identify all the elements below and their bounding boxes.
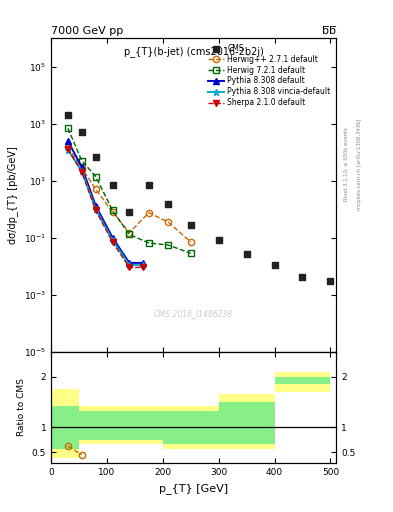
Text: CMS:2016_I1486238: CMS:2016_I1486238: [154, 309, 233, 318]
Herwig 7.2.1 default: [188, 250, 193, 257]
Sherpa 2.1.0 default: [79, 169, 84, 175]
Sherpa 2.1.0 default: [127, 264, 132, 270]
CMS: [109, 181, 116, 189]
Text: mcplots.cern.ch [arXiv:1306.3436]: mcplots.cern.ch [arXiv:1306.3436]: [357, 118, 362, 209]
Line: Herwig++ 2.7.1 default: Herwig++ 2.7.1 default: [65, 144, 194, 245]
Pythia 8.308 default: [110, 234, 115, 241]
CMS: [93, 153, 99, 161]
CMS: [272, 261, 278, 269]
Pythia 8.308 vincia-default: [94, 206, 98, 212]
Sherpa 2.1.0 default: [141, 264, 146, 270]
Herwig 7.2.1 default: [79, 158, 84, 164]
Herwig++ 2.7.1 default: [166, 219, 171, 225]
CMS: [244, 250, 250, 258]
CMS: [187, 221, 194, 229]
CMS: [126, 208, 132, 216]
Pythia 8.308 default: [127, 260, 132, 266]
Line: Pythia 8.308 default: Pythia 8.308 default: [64, 137, 147, 266]
Pythia 8.308 default: [66, 138, 70, 144]
Y-axis label: dσ/dp_{T} [pb/GeV]: dσ/dp_{T} [pb/GeV]: [7, 146, 18, 244]
CMS: [79, 129, 85, 137]
Sherpa 2.1.0 default: [110, 239, 115, 245]
Text: b̅b̅: b̅b̅: [322, 26, 336, 36]
Pythia 8.308 vincia-default: [127, 262, 132, 268]
CMS: [299, 273, 306, 282]
Pythia 8.308 vincia-default: [110, 238, 115, 244]
Herwig++ 2.7.1 default: [127, 229, 132, 236]
CMS: [327, 277, 334, 285]
Herwig++ 2.7.1 default: [94, 186, 98, 193]
Herwig 7.2.1 default: [110, 207, 115, 214]
Pythia 8.308 vincia-default: [66, 147, 70, 153]
Y-axis label: Ratio to CMS: Ratio to CMS: [17, 378, 26, 436]
Pythia 8.308 vincia-default: [141, 262, 146, 268]
Herwig++ 2.7.1 default: [147, 210, 151, 216]
Herwig++ 2.7.1 default: [188, 239, 193, 245]
Herwig++ 2.7.1 default: [79, 165, 84, 171]
Line: Sherpa 2.1.0 default: Sherpa 2.1.0 default: [65, 146, 147, 270]
Herwig 7.2.1 default: [94, 174, 98, 180]
Pythia 8.308 vincia-default: [79, 168, 84, 174]
Text: p_{T}(b-jet) (cms2016-2b2j): p_{T}(b-jet) (cms2016-2b2j): [124, 46, 263, 57]
Herwig 7.2.1 default: [66, 125, 70, 131]
Pythia 8.308 default: [141, 260, 146, 266]
CMS: [165, 200, 172, 208]
Sherpa 2.1.0 default: [66, 146, 70, 152]
Legend: CMS, Herwig++ 2.7.1 default, Herwig 7.2.1 default, Pythia 8.308 default, Pythia : CMS, Herwig++ 2.7.1 default, Herwig 7.2.…: [207, 42, 332, 109]
Text: Rivet 3.1.10, ≥ 500k events: Rivet 3.1.10, ≥ 500k events: [344, 127, 349, 201]
X-axis label: p_{T} [GeV]: p_{T} [GeV]: [159, 483, 228, 494]
Herwig 7.2.1 default: [166, 242, 171, 248]
CMS: [215, 236, 222, 244]
Herwig 7.2.1 default: [147, 240, 151, 246]
Text: 7000 GeV pp: 7000 GeV pp: [51, 26, 123, 36]
Herwig 7.2.1 default: [127, 231, 132, 238]
Pythia 8.308 default: [94, 203, 98, 209]
Sherpa 2.1.0 default: [94, 207, 98, 214]
Herwig++ 2.7.1 default: [110, 209, 115, 215]
Herwig++ 2.7.1 default: [66, 144, 70, 151]
CMS: [146, 181, 152, 189]
CMS: [65, 111, 71, 119]
Pythia 8.308 default: [79, 164, 84, 170]
Line: Herwig 7.2.1 default: Herwig 7.2.1 default: [65, 125, 194, 257]
Line: Pythia 8.308 vincia-default: Pythia 8.308 vincia-default: [64, 146, 147, 268]
